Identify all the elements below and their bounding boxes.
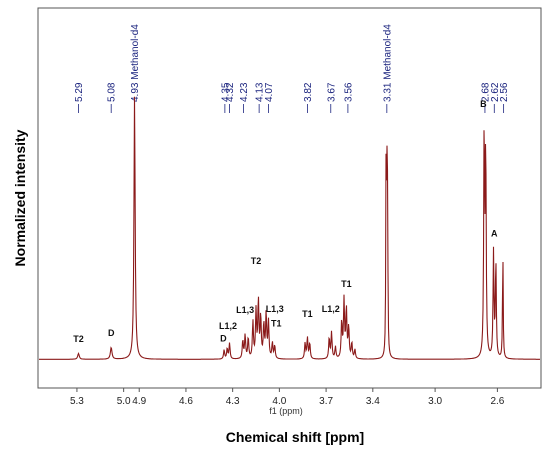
y-axis-title: Normalized intensity: [12, 129, 28, 266]
peak-label-text: 4.07: [264, 82, 275, 102]
peak-label-text: 3.31 Methanol-d4: [382, 24, 393, 102]
peak-label-text: 3.56: [343, 82, 354, 102]
peak-label: 5.29: [74, 82, 85, 113]
signal-assignment-label: T1: [302, 309, 313, 319]
x-tick-label: 2.6: [490, 396, 504, 407]
x-tick-label: 4.3: [226, 396, 240, 407]
peak-label: 4.35: [220, 82, 231, 113]
peak-label-text: 3.67: [326, 82, 337, 102]
peak-label: 3.56: [343, 82, 354, 113]
x-tick-label: 3.0: [428, 396, 442, 407]
signal-assignment-label: D: [108, 328, 115, 338]
peak-label-text: 5.08: [107, 82, 118, 102]
plot-frame: [37, 7, 542, 389]
signal-assignment-label: T1: [271, 318, 282, 328]
peak-label-text: 3.82: [303, 82, 314, 102]
peak-label-text: 2.68: [480, 82, 491, 102]
peak-label-text: 5.29: [74, 82, 85, 102]
peak-label: 4.32: [225, 82, 236, 113]
peak-label-layer: 5.29 5.08 4.93 Methanol-d4 4.354.32 4.23 4.13…: [74, 24, 510, 113]
signal-assignment-label: B: [480, 99, 487, 109]
x-tick-label: 5.0: [117, 396, 131, 407]
signal-assignment-label: D: [220, 333, 227, 343]
peak-label-text: 4.13: [255, 82, 266, 102]
peak-label: 2.68: [480, 82, 491, 113]
peak-label-text: 4.93 Methanol-d4: [130, 24, 141, 102]
x-tick-label: 3.4: [366, 396, 380, 407]
spectrum-trace: [39, 96, 540, 360]
peak-label-text: 4.23: [239, 82, 250, 102]
signal-assignment-label: L1,2: [322, 304, 340, 314]
x-tick-label: 4.0: [272, 396, 286, 407]
peak-label: 2.62: [490, 82, 501, 113]
peak-label: 2.56: [499, 82, 510, 113]
peak-label: 4.13: [255, 82, 266, 113]
x-tick-label: 5.3: [70, 396, 84, 407]
signal-assignment-label: T1: [341, 279, 352, 289]
signal-assignment-label: T2: [73, 334, 84, 344]
x-tick-label: 4.6: [179, 396, 193, 407]
peak-label: 3.82: [303, 82, 314, 113]
signal-assignment-label: L1,2: [219, 321, 237, 331]
x-axis-title: Chemical shift [ppm]: [226, 429, 364, 445]
signal-assignment-label: L1,3: [266, 304, 284, 314]
peak-label-text: 2.62: [490, 82, 501, 102]
signal-label-layer: T2 D D L1,2 L1,3 T2 L1,3 T1 T1 L1,2 T1 B A: [73, 99, 498, 344]
spectrum-trace-layer: [39, 96, 540, 360]
peak-label-text: 2.56: [499, 82, 510, 102]
peak-label: 3.67: [326, 82, 337, 113]
peak-label: 5.08: [107, 82, 118, 113]
signal-assignment-label: L1,3: [236, 305, 254, 315]
signal-assignment-label: T2: [251, 256, 262, 266]
x-tick-label: 3.7: [319, 396, 333, 407]
peak-label-text: 4.35: [220, 82, 231, 102]
peak-label: 4.93 Methanol-d4: [130, 24, 141, 113]
peak-label-text: 4.32: [225, 82, 236, 102]
x-axis-secondary-label: f1 (ppm): [269, 406, 303, 416]
x-tick-label: 4.9: [132, 396, 146, 407]
peak-label: 4.23: [239, 82, 250, 113]
x-axis-ticks: 5.3 5.0 4.9 4.6 4.3 4.0 3.7 3.4 3.0 2.6: [70, 388, 505, 407]
peak-label: 4.07: [264, 82, 275, 113]
signal-assignment-label: A: [491, 229, 498, 239]
peak-label: 3.31 Methanol-d4: [382, 24, 393, 113]
